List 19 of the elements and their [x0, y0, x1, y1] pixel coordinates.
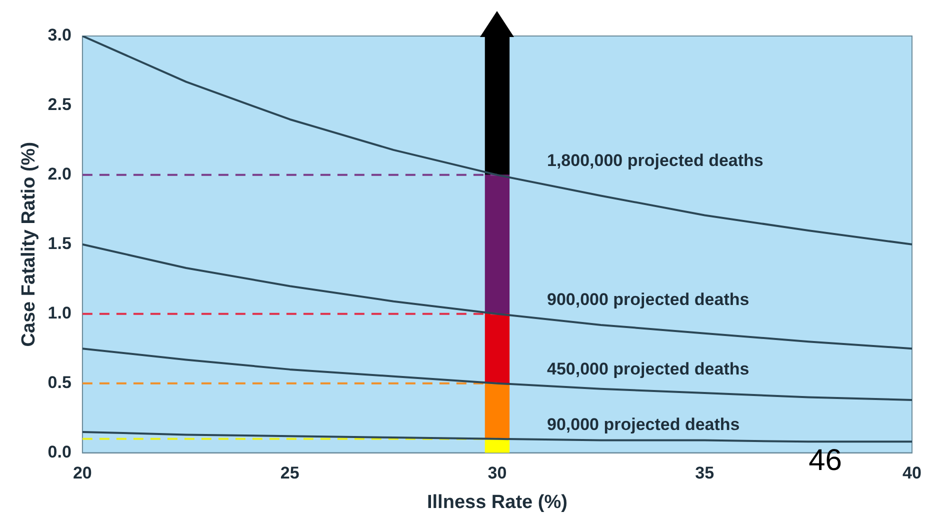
y-tick-label: 0.0	[48, 442, 72, 462]
x-axis-title: Illness Rate (%)	[426, 492, 568, 513]
x-tick-label: 35	[695, 464, 714, 483]
x-tick-label: 40	[902, 464, 922, 483]
y-tick-label: 2.0	[48, 164, 72, 184]
y-tick-label: 1.5	[48, 234, 72, 254]
y-tick-label: 1.0	[48, 304, 72, 323]
y-tick-label: 3.0	[48, 26, 72, 45]
series-label: 90,000 projected deaths	[546, 415, 740, 434]
x-tick-label: 30	[488, 464, 507, 483]
series-label: 450,000 projected deaths	[546, 360, 750, 379]
y-tick-label: 2.5	[48, 95, 72, 114]
series-label: 900,000 projected deaths	[546, 290, 750, 310]
annotation: 46	[808, 444, 842, 478]
y-axis-title: Case Fatality Ratio (%)	[18, 142, 40, 347]
x-tick-label: 25	[280, 464, 300, 483]
series-label: 1,800,000 projected deaths	[546, 151, 764, 170]
x-tick-label: 20	[72, 464, 92, 483]
y-tick-label: 0.5	[48, 373, 72, 392]
